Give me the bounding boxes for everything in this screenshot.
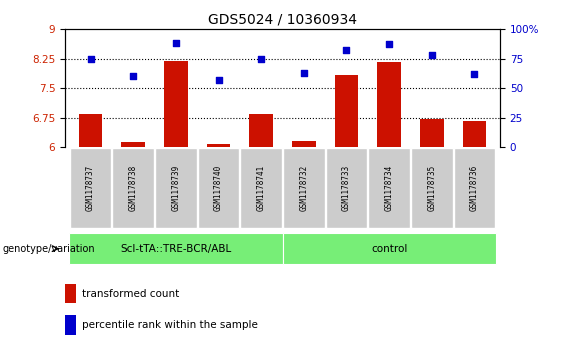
Text: percentile rank within the sample: percentile rank within the sample [82, 320, 258, 330]
Point [257, 56, 266, 61]
FancyBboxPatch shape [112, 148, 154, 228]
Text: GSM1178735: GSM1178735 [427, 165, 436, 211]
FancyBboxPatch shape [283, 148, 325, 228]
FancyBboxPatch shape [69, 233, 282, 264]
Text: GSM1178732: GSM1178732 [299, 165, 308, 211]
Point [129, 73, 138, 79]
Bar [65, 315, 76, 335]
Point [86, 56, 95, 61]
Bar [65, 284, 76, 303]
Text: GSM1178739: GSM1178739 [171, 165, 180, 211]
FancyBboxPatch shape [368, 148, 410, 228]
Bar [79, 114, 102, 147]
Bar [334, 76, 358, 147]
Bar [249, 114, 273, 147]
Bar [207, 144, 231, 147]
FancyBboxPatch shape [282, 233, 496, 264]
Text: genotype/variation: genotype/variation [3, 244, 95, 254]
Text: ScI-tTA::TRE-BCR/ABL: ScI-tTA::TRE-BCR/ABL [120, 244, 232, 254]
Point [385, 41, 394, 47]
Text: control: control [371, 244, 407, 254]
FancyBboxPatch shape [69, 148, 111, 228]
Text: GSM1178737: GSM1178737 [86, 165, 95, 211]
Point [171, 40, 180, 46]
Text: GSM1178733: GSM1178733 [342, 165, 351, 211]
FancyBboxPatch shape [198, 148, 240, 228]
Point [470, 71, 479, 77]
Bar [377, 62, 401, 147]
Point [214, 77, 223, 83]
Text: GSM1178738: GSM1178738 [129, 165, 138, 211]
Bar [121, 142, 145, 147]
Text: transformed count: transformed count [82, 289, 179, 298]
Point [299, 70, 308, 76]
FancyBboxPatch shape [411, 148, 453, 228]
FancyBboxPatch shape [155, 148, 197, 228]
Bar [420, 119, 444, 147]
Text: GSM1178734: GSM1178734 [385, 165, 394, 211]
Point [342, 47, 351, 53]
Title: GDS5024 / 10360934: GDS5024 / 10360934 [208, 12, 357, 26]
Bar [292, 141, 316, 147]
Bar [164, 61, 188, 147]
FancyBboxPatch shape [325, 148, 367, 228]
Bar [463, 122, 486, 147]
FancyBboxPatch shape [454, 148, 496, 228]
Text: GSM1178736: GSM1178736 [470, 165, 479, 211]
Point [427, 52, 436, 58]
FancyBboxPatch shape [240, 148, 282, 228]
Text: GSM1178740: GSM1178740 [214, 165, 223, 211]
Text: GSM1178741: GSM1178741 [257, 165, 266, 211]
